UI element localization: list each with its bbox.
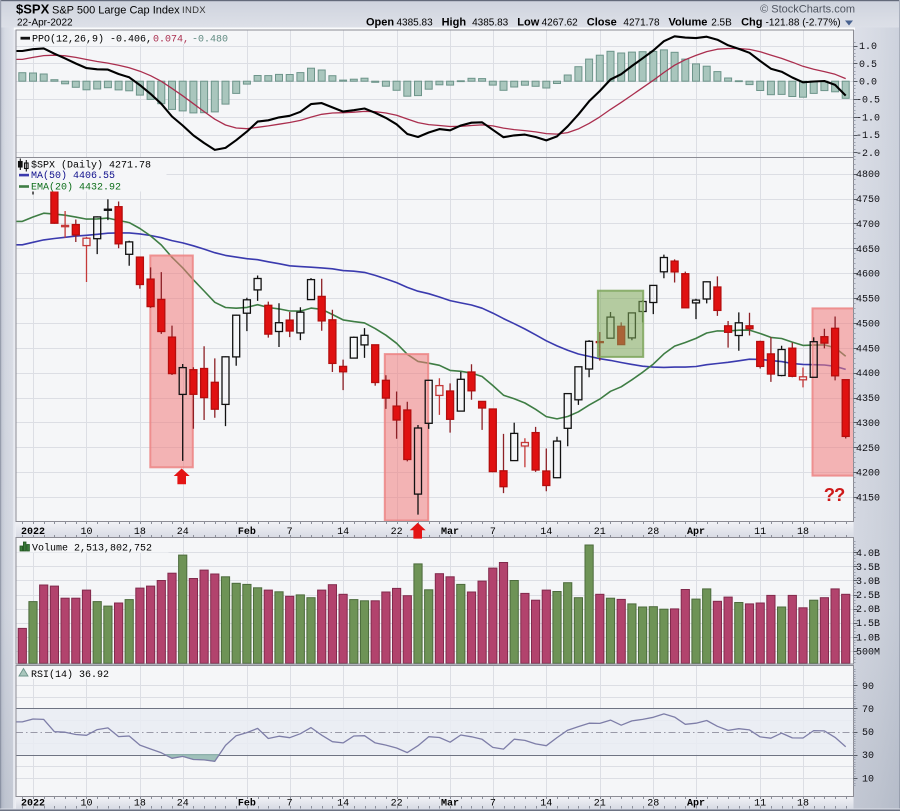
svg-text:-1.0: -1.0 bbox=[856, 113, 880, 124]
svg-text:24: 24 bbox=[177, 527, 189, 538]
svg-text:??: ?? bbox=[824, 484, 845, 505]
svg-text:28: 28 bbox=[647, 527, 659, 538]
svg-text:-0.5: -0.5 bbox=[856, 96, 880, 107]
svg-text:Feb: Feb bbox=[238, 526, 256, 538]
svg-text:4650: 4650 bbox=[856, 245, 880, 256]
svg-text:22-Apr-2022: 22-Apr-2022 bbox=[17, 18, 73, 29]
svg-text:-121.88 (-2.77%): -121.88 (-2.77%) bbox=[766, 18, 841, 29]
svg-text:21: 21 bbox=[594, 799, 606, 810]
svg-text:$SPX: $SPX bbox=[16, 2, 50, 17]
svg-text:Low: Low bbox=[517, 17, 539, 29]
svg-text:22: 22 bbox=[391, 799, 403, 810]
svg-text:11: 11 bbox=[754, 799, 766, 810]
svg-text:RSI(14) 36.92: RSI(14) 36.92 bbox=[31, 669, 109, 681]
svg-text:Feb: Feb bbox=[238, 798, 256, 810]
svg-text:Open: Open bbox=[366, 17, 394, 29]
svg-text:© StockCharts.com: © StockCharts.com bbox=[760, 4, 855, 16]
svg-text:$SPX (Daily) 4271.78: $SPX (Daily) 4271.78 bbox=[31, 160, 151, 172]
svg-text:2022: 2022 bbox=[21, 527, 45, 538]
svg-text:3.5B: 3.5B bbox=[856, 563, 880, 574]
svg-text:Apr: Apr bbox=[687, 527, 705, 538]
svg-text:24: 24 bbox=[177, 799, 189, 810]
svg-text:4267.62: 4267.62 bbox=[542, 18, 579, 29]
svg-text:EMA(20) 4432.92: EMA(20) 4432.92 bbox=[31, 182, 121, 194]
svg-text:Close: Close bbox=[587, 17, 617, 29]
svg-text:14: 14 bbox=[540, 799, 552, 810]
svg-text:Mar: Mar bbox=[441, 799, 459, 810]
svg-text:INDX: INDX bbox=[182, 5, 206, 16]
svg-text:4350: 4350 bbox=[856, 394, 880, 405]
svg-text:14: 14 bbox=[337, 799, 349, 810]
svg-text:500M: 500M bbox=[856, 647, 880, 658]
svg-text:1.0B: 1.0B bbox=[856, 633, 880, 644]
svg-text:MA(50) 4406.55: MA(50) 4406.55 bbox=[31, 170, 115, 182]
svg-text:4500: 4500 bbox=[856, 319, 880, 330]
svg-text:4400: 4400 bbox=[856, 369, 880, 380]
svg-text:30: 30 bbox=[862, 751, 874, 762]
svg-text:10: 10 bbox=[80, 799, 92, 810]
svg-text:4600: 4600 bbox=[856, 270, 880, 281]
svg-text:7: 7 bbox=[287, 527, 293, 538]
svg-text:-2.0: -2.0 bbox=[856, 149, 880, 160]
svg-text:High: High bbox=[442, 17, 467, 29]
svg-text:1.5B: 1.5B bbox=[856, 619, 880, 630]
svg-text:Volume 2,513,802,752: Volume 2,513,802,752 bbox=[32, 543, 152, 555]
svg-text:4271.78: 4271.78 bbox=[623, 18, 660, 29]
svg-text:90: 90 bbox=[862, 682, 874, 693]
svg-text:7: 7 bbox=[490, 799, 496, 810]
svg-text:2.5B: 2.5B bbox=[856, 591, 880, 602]
svg-text:PPO(12,26,9) -0.406,: PPO(12,26,9) -0.406, bbox=[32, 34, 152, 46]
svg-text:0.5: 0.5 bbox=[859, 60, 877, 71]
svg-text:4385.83: 4385.83 bbox=[397, 18, 434, 29]
svg-text:28: 28 bbox=[647, 799, 659, 810]
svg-text:11: 11 bbox=[754, 527, 766, 538]
svg-text:3.0B: 3.0B bbox=[856, 577, 880, 588]
svg-text:-0.480: -0.480 bbox=[192, 35, 228, 46]
svg-text:50: 50 bbox=[862, 728, 874, 739]
svg-text:22: 22 bbox=[391, 527, 403, 538]
svg-text:4.0B: 4.0B bbox=[856, 549, 880, 560]
svg-text:4550: 4550 bbox=[856, 295, 880, 306]
svg-text:7: 7 bbox=[287, 799, 293, 810]
svg-text:Apr: Apr bbox=[687, 799, 705, 810]
svg-text:Mar: Mar bbox=[441, 527, 459, 538]
svg-text:S&P 500 Large Cap Index: S&P 500 Large Cap Index bbox=[52, 5, 180, 17]
svg-text:4385.83: 4385.83 bbox=[472, 18, 509, 29]
svg-text:70: 70 bbox=[862, 705, 874, 716]
svg-text:4800: 4800 bbox=[856, 170, 880, 181]
svg-text:-1.5: -1.5 bbox=[856, 131, 880, 142]
svg-text:2.5B: 2.5B bbox=[711, 18, 732, 29]
svg-text:10: 10 bbox=[862, 774, 874, 785]
svg-text:4300: 4300 bbox=[856, 419, 880, 430]
svg-text:4200: 4200 bbox=[856, 469, 880, 480]
svg-text:18: 18 bbox=[134, 527, 146, 538]
svg-text:1.0: 1.0 bbox=[859, 42, 877, 53]
svg-text:4750: 4750 bbox=[856, 195, 880, 206]
svg-text:18: 18 bbox=[797, 799, 809, 810]
svg-text:2.0B: 2.0B bbox=[856, 605, 880, 616]
svg-text:21: 21 bbox=[594, 527, 606, 538]
svg-text:4700: 4700 bbox=[856, 220, 880, 231]
svg-text:Chg: Chg bbox=[741, 17, 762, 29]
svg-text:7: 7 bbox=[490, 527, 496, 538]
svg-text:4150: 4150 bbox=[856, 493, 880, 504]
svg-text:4250: 4250 bbox=[856, 444, 880, 455]
svg-text:Volume: Volume bbox=[669, 17, 708, 29]
svg-text:10: 10 bbox=[80, 527, 92, 538]
svg-text:18: 18 bbox=[134, 799, 146, 810]
svg-text:4450: 4450 bbox=[856, 344, 880, 355]
svg-text:14: 14 bbox=[337, 527, 349, 538]
svg-text:14: 14 bbox=[540, 527, 552, 538]
svg-text:18: 18 bbox=[797, 527, 809, 538]
svg-text:0.0: 0.0 bbox=[859, 78, 877, 89]
svg-text:2022: 2022 bbox=[21, 799, 45, 810]
svg-text:0.074,: 0.074, bbox=[153, 35, 189, 46]
